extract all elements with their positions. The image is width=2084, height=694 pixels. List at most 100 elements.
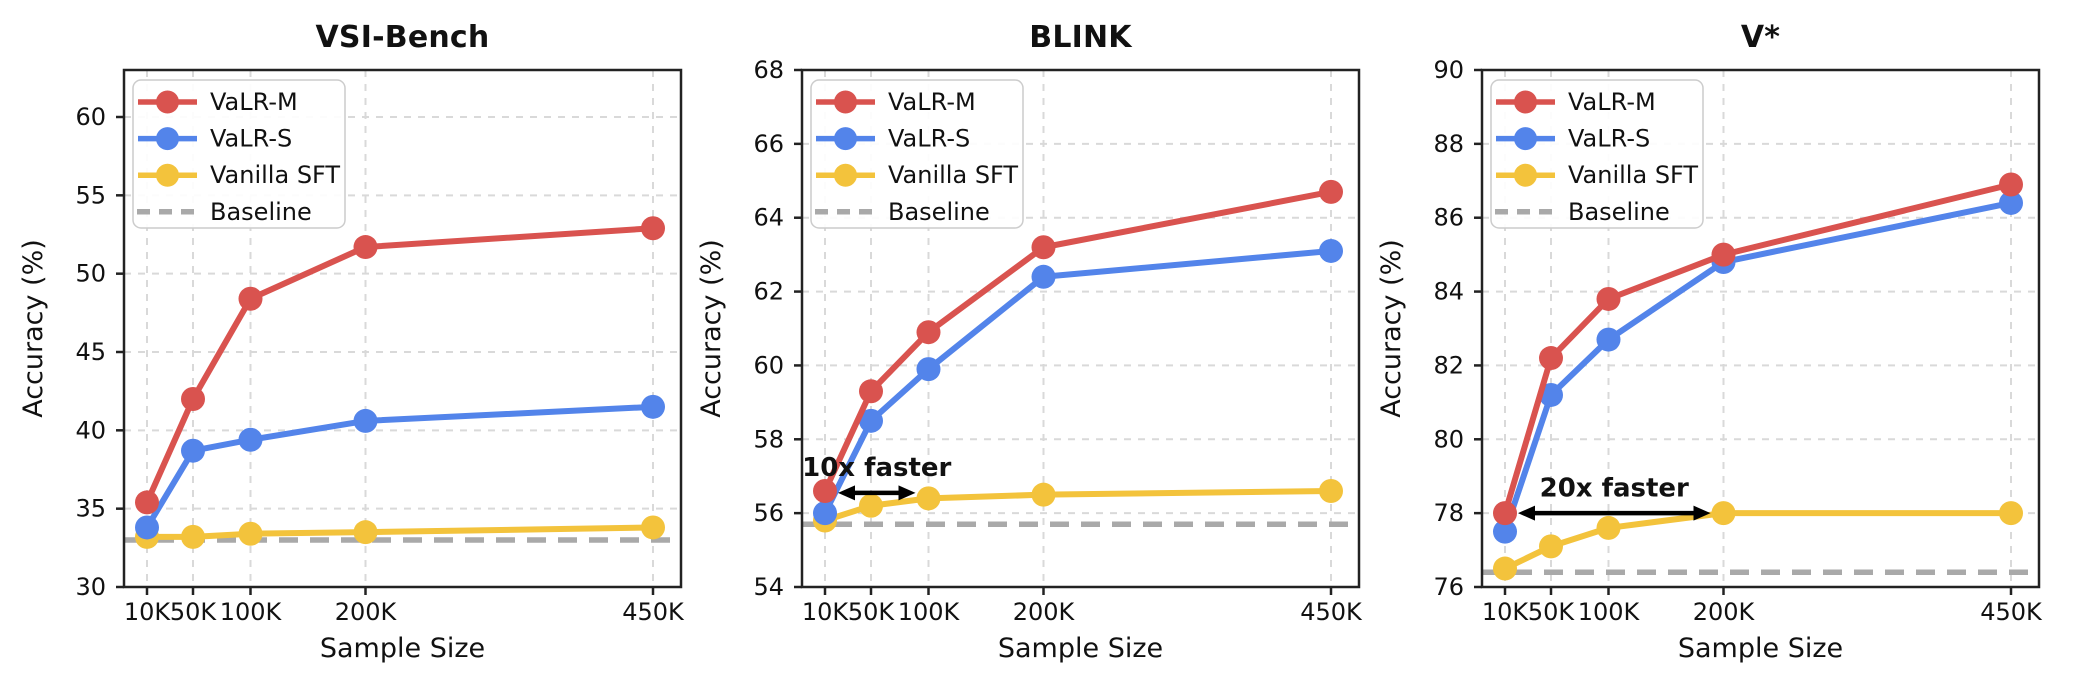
data-point-valr-m-450k: [641, 216, 665, 241]
annotation-arrowhead-right: [898, 485, 916, 501]
y-tick-label: 90: [1433, 56, 1464, 84]
legend-box: [1490, 79, 1704, 229]
data-point-valr-s-10k: [813, 501, 837, 526]
legend-label-valr-m: VaLR-M: [888, 88, 976, 116]
legend-box: [810, 79, 1024, 229]
x-tick-label: 10K: [802, 598, 850, 626]
series-line-valr-m: [1502, 181, 2014, 517]
y-tick-label: 64: [753, 204, 784, 232]
y-tick-label: 55: [75, 181, 106, 209]
plot-frame: [1480, 68, 2041, 589]
x-tick-label: 100K: [1578, 598, 1641, 626]
legend-marker-vanilla-sft: [156, 163, 179, 187]
data-point-valr-m-50k: [181, 387, 205, 411]
x-tick-label: 50K: [1528, 598, 1576, 626]
y-tick-label: 82: [1433, 351, 1464, 379]
legend-label-vanilla-sft: Vanilla SFT: [888, 161, 1018, 189]
data-point-valr-m-50k: [1539, 346, 1563, 371]
plot-frame: [122, 68, 683, 589]
data-point-valr-m-200k: [1031, 235, 1056, 260]
legend-marker-valr-m: [156, 90, 179, 114]
y-tick-label: 62: [753, 278, 784, 306]
legend-marker-vanilla-sft: [834, 163, 857, 187]
data-point-vanilla-sft-450k: [641, 515, 665, 540]
legend-label-baseline: Baseline: [888, 198, 990, 226]
series-line-valr-m: [822, 188, 1334, 494]
y-axis-label-box-1: Accuracy (%): [6, 70, 60, 587]
y-axis-label-3: Accuracy (%): [1375, 239, 1407, 418]
legend-label-vanilla-sft: Vanilla SFT: [1568, 161, 1698, 189]
data-point-vanilla-sft-100k: [238, 521, 263, 546]
legend-marker-valr-s: [1514, 127, 1537, 151]
y-axis-label-2: Accuracy (%): [695, 239, 727, 418]
chart-title-v-star: V*: [1740, 20, 1781, 55]
legend-marker-vanilla-sft: [1514, 163, 1537, 187]
y-tick-label: 60: [75, 103, 106, 131]
legend-label-valr-s: VaLR-S: [1568, 125, 1650, 153]
x-tick-label: 100K: [220, 598, 283, 626]
legend-marker-valr-s: [834, 127, 857, 151]
x-tick-label: 100K: [898, 598, 961, 626]
annotation-text: 10x faster: [802, 453, 951, 483]
legend-label-baseline: Baseline: [210, 198, 312, 226]
x-tick-label: 50K: [848, 598, 896, 626]
data-point-valr-s-100k: [1596, 327, 1621, 352]
y-tick-label: 80: [1433, 425, 1464, 453]
data-point-vanilla-sft-10k: [1493, 556, 1517, 581]
data-point-vanilla-sft-50k: [859, 493, 883, 518]
data-point-vanilla-sft-200k: [1031, 482, 1056, 507]
data-point-valr-m-200k: [353, 235, 378, 260]
data-point-valr-s-450k: [1319, 238, 1343, 263]
data-point-vanilla-sft-50k: [1539, 534, 1563, 559]
data-point-valr-s-100k: [238, 427, 263, 452]
chart-v: 10K 50K 100K 200K 450K 76 78 80 82 84 86 88 90 VaLR-M…: [1433, 56, 2043, 626]
y-tick-label: 45: [75, 338, 106, 366]
y-tick-label: 68: [753, 56, 784, 84]
data-point-valr-m-10k: [813, 478, 837, 503]
y-tick-label: 40: [75, 416, 106, 444]
x-axis-label-1: Sample Size: [319, 633, 486, 664]
legend-marker-valr-m: [834, 90, 857, 114]
series-line-valr-m: [144, 225, 656, 506]
legend-marker-valr-s: [156, 127, 179, 151]
y-tick-label: 54: [753, 573, 784, 601]
data-point-valr-m-100k: [1596, 286, 1621, 311]
x-axis-label-3: Sample Size: [1677, 633, 1844, 664]
data-point-valr-s-200k: [1031, 264, 1056, 289]
annotation-arrowhead-left: [838, 485, 855, 501]
y-tick-label: 56: [753, 499, 784, 527]
data-point-valr-m-50k: [859, 379, 883, 404]
data-point-vanilla-sft-200k: [353, 520, 378, 545]
y-tick-label: 86: [1433, 204, 1464, 232]
data-point-vanilla-sft-450k: [1999, 501, 2023, 526]
data-point-valr-s-450k: [1999, 190, 2023, 215]
data-point-vanilla-sft-50k: [181, 524, 205, 549]
series-line-vanilla-sft: [144, 524, 656, 540]
y-tick-label: 30: [75, 573, 106, 601]
y-axis-label-1: Accuracy (%): [17, 239, 49, 418]
legend-label-baseline: Baseline: [1568, 198, 1670, 226]
legend-label-vanilla-sft: Vanilla SFT: [210, 161, 340, 189]
y-tick-label: 60: [753, 351, 784, 379]
data-point-valr-m-450k: [1319, 179, 1343, 204]
data-point-valr-m-10k: [135, 490, 159, 515]
y-tick-label: 66: [753, 130, 784, 158]
series-line-vanilla-sft: [1502, 510, 2014, 572]
legend-label-valr-s: VaLR-S: [210, 125, 292, 153]
data-point-valr-m-100k: [916, 320, 941, 345]
y-tick-label: 88: [1433, 130, 1464, 158]
x-axis-label-2: Sample Size: [997, 633, 1164, 664]
plot-frame: [800, 68, 1361, 589]
data-point-valr-s-10k: [135, 515, 159, 540]
chart-title-blink: BLINK: [1029, 20, 1132, 55]
legend-label-valr-s: VaLR-S: [888, 125, 970, 153]
x-tick-label: 200K: [335, 598, 398, 626]
data-point-valr-s-50k: [181, 438, 205, 463]
y-tick-label: 84: [1433, 278, 1464, 306]
x-tick-label: 200K: [1693, 598, 1756, 626]
y-tick-label: 50: [75, 260, 106, 288]
legend-marker-valr-m: [1514, 90, 1537, 114]
chart-title-vsi-bench: VSI-Bench: [315, 20, 490, 55]
y-tick-label: 78: [1433, 499, 1464, 527]
